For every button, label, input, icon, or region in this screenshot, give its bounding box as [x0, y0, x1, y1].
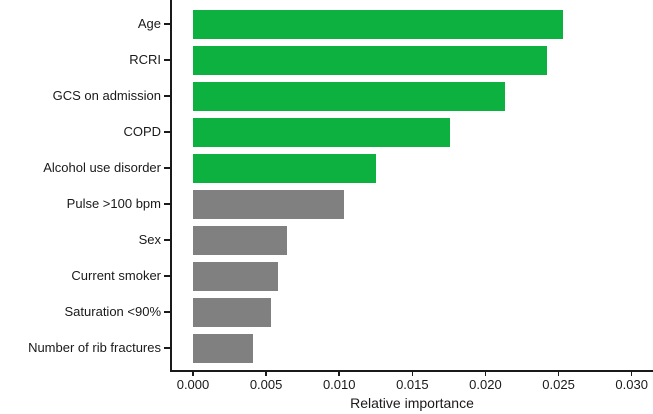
y-axis-label: Age	[137, 16, 161, 31]
y-axis-label: Pulse >100 bpm	[66, 196, 161, 211]
bar	[193, 153, 376, 183]
x-tick-mark	[192, 370, 194, 376]
y-axis-label: Saturation <90%	[64, 304, 161, 319]
bar	[193, 117, 451, 147]
y-axis-label: COPD	[123, 124, 161, 139]
y-tick-mark	[164, 239, 171, 241]
x-tick-mark	[484, 370, 487, 376]
y-axis-label: Alcohol use disorder	[43, 160, 161, 175]
y-axis-label: Sex	[138, 232, 161, 247]
bar	[193, 333, 253, 363]
y-tick-mark	[164, 347, 171, 349]
bar	[193, 225, 287, 255]
x-tick-label: 0.010	[322, 377, 356, 392]
y-axis-label: RCRI	[129, 52, 161, 67]
bar	[193, 189, 344, 219]
y-tick-mark	[164, 95, 171, 97]
x-tick-mark	[265, 370, 267, 376]
x-tick-label: 0.000	[176, 377, 210, 392]
x-tick-label: 0.025	[542, 377, 575, 392]
y-axis-label: GCS on admission	[52, 88, 161, 103]
y-axis-label: Number of rib fractures	[28, 340, 161, 355]
bar	[193, 81, 505, 111]
y-tick-mark	[164, 59, 171, 61]
x-tick-label: 0.015	[396, 377, 429, 392]
y-axis-line	[170, 0, 172, 372]
bar	[193, 45, 547, 75]
y-tick-mark	[164, 275, 171, 277]
x-tick-mark	[338, 370, 340, 376]
bar	[193, 9, 563, 39]
y-tick-mark	[164, 131, 171, 133]
y-tick-mark	[164, 311, 171, 313]
x-tick-mark	[557, 370, 560, 376]
y-tick-mark	[164, 203, 171, 205]
x-tick-mark	[411, 370, 414, 376]
x-tick-label: 0.005	[249, 377, 283, 392]
y-tick-mark	[164, 23, 171, 25]
x-tick-mark	[630, 370, 633, 376]
y-axis-label: Current smoker	[71, 268, 161, 283]
x-tick-label: 0.030	[615, 377, 648, 392]
y-tick-mark	[164, 167, 171, 169]
x-tick-label: 0.020	[469, 377, 502, 392]
x-axis-title: Relative importance	[350, 395, 474, 411]
bar	[193, 297, 271, 327]
bar	[193, 261, 278, 291]
